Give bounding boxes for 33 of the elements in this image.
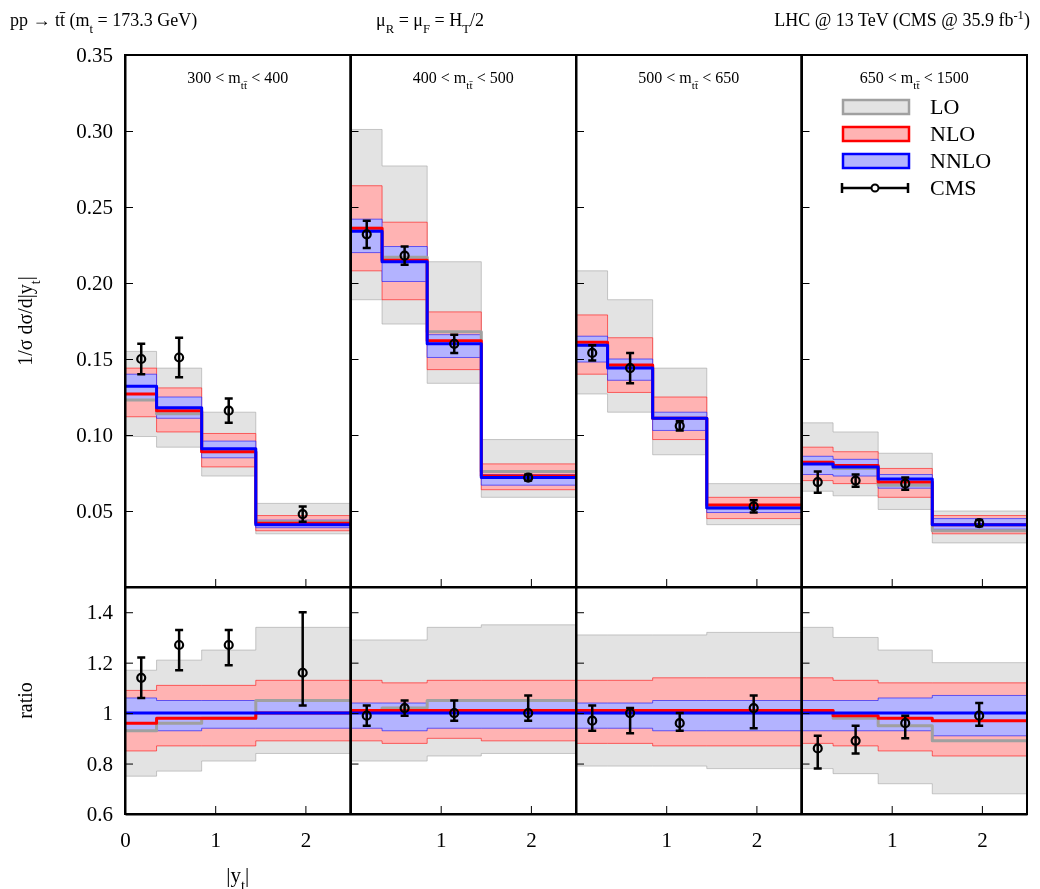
y-tick-label: 0.35: [76, 43, 113, 68]
y-tick-label: 1: [102, 701, 113, 726]
x-tick-label: 1: [435, 827, 447, 852]
text: pp → tt̄ (m$_{t}$ = 173.3 GeV): [10, 10, 198, 36]
y-axis-title: ratio: [14, 682, 36, 719]
x-tick-label: 1: [661, 827, 672, 852]
text: 400 < m$_{tt̄}$ < 500: [412, 69, 514, 91]
x-tick-label: 2: [751, 827, 763, 852]
y-tick-label: 0.05: [76, 499, 113, 524]
x-tick-label: 1: [886, 827, 898, 852]
x-tick-label: 2: [526, 827, 537, 852]
legend-label: NNLO: [930, 148, 992, 173]
legend-label: LO: [930, 94, 960, 119]
y-tick-label: 0.8: [86, 751, 113, 776]
x-tick-label: 2: [300, 827, 312, 852]
y-tick-label: 0.30: [76, 119, 113, 144]
y-tick-label: 0.20: [76, 271, 113, 296]
text: μ$_{R}$ = μ$_{F}$ = H$_{T}$/2: [375, 10, 485, 36]
y-tick-label: 0.25: [76, 195, 113, 220]
y-tick-label: 0.15: [76, 347, 113, 372]
y-tick-label: 0.10: [76, 423, 113, 448]
y-tick-label: 1.4: [86, 600, 114, 625]
y-tick-label: 0.6: [86, 802, 113, 827]
text: 500 < m$_{tt̄}$ < 650: [638, 69, 740, 91]
text: 300 < m$_{tt̄}$ < 400: [187, 69, 289, 91]
legend-label: NLO: [930, 121, 976, 146]
text: 650 < m$_{tt̄}$ < 1500: [859, 69, 969, 91]
x-tick-label: 2: [977, 827, 988, 852]
legend-label: CMS: [930, 175, 977, 200]
y-tick-label: 1.2: [86, 650, 113, 675]
text: LHC @ 13 TeV (CMS @ 35.9 fb$^{-1}$): [774, 8, 1030, 31]
x-tick-label: 1: [210, 827, 221, 852]
x-tick-label: 0: [120, 827, 131, 852]
